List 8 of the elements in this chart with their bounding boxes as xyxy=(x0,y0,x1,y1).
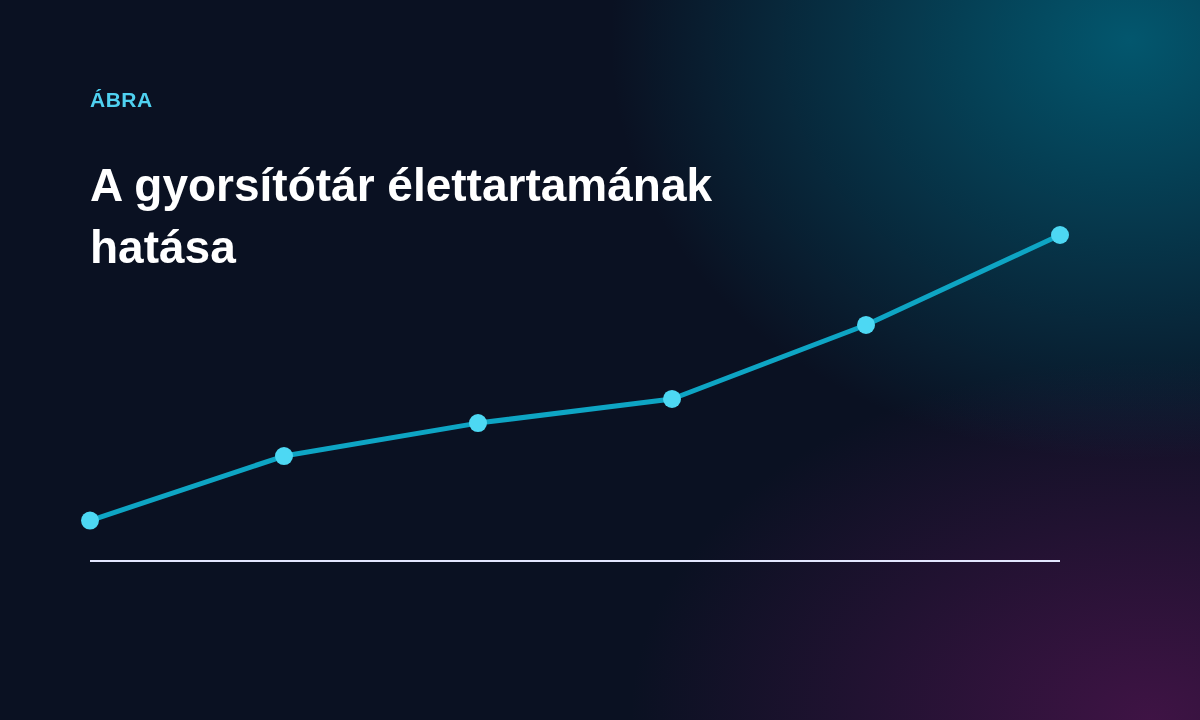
point xyxy=(663,389,681,408)
point xyxy=(1051,226,1069,244)
point xyxy=(857,315,875,334)
chart-subtitle: ÁBRA xyxy=(90,88,153,112)
point xyxy=(469,414,487,433)
chart-title: A gyorsítótár élettartamának hatása xyxy=(90,158,714,275)
point xyxy=(275,447,293,466)
point xyxy=(81,511,99,530)
